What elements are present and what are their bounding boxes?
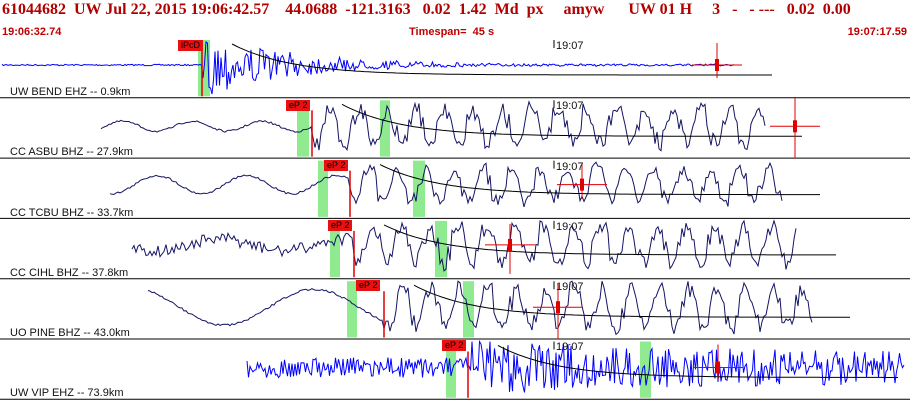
pick-flag-cihl[interactable]: eP 2 — [328, 220, 353, 231]
header-bar: 61044682 UW Jul 22, 2015 19:06:42.57 44.… — [0, 0, 910, 25]
green-window-band — [318, 160, 328, 217]
trace-label-vip: UW VIP EHZ -- 73.9km — [10, 387, 124, 399]
waveform-trace — [1, 41, 735, 95]
timespan-label: Timespan= 45 s — [409, 26, 495, 38]
green-window-band — [463, 281, 474, 338]
coda-decay-curve — [341, 103, 802, 137]
waveform-trace — [246, 339, 905, 393]
coda-end-marker — [580, 178, 584, 191]
pick-flag-tcbu[interactable]: eP 2 — [324, 160, 349, 171]
green-window-band — [347, 281, 357, 338]
time-marker-label: 19:07 — [556, 100, 584, 112]
trace-label-cihl: CC CIHL BHZ -- 37.8km — [10, 267, 129, 279]
coda-end-marker — [715, 59, 719, 71]
waveform-trace — [100, 100, 766, 152]
green-window-band — [413, 160, 425, 217]
coda-decay-curve — [379, 164, 820, 196]
window-end-time: 19:07:17.59 — [847, 26, 907, 38]
trace-label-pine: UO PINE BHZ -- 43.0km — [10, 327, 130, 339]
green-window-band — [446, 341, 456, 398]
time-marker-label: 19:07 — [556, 40, 584, 52]
trace-label-asbu: CC ASBU BHZ -- 27.9km — [10, 146, 133, 158]
seismogram-traces[interactable] — [0, 38, 910, 400]
time-marker-label: 19:07 — [556, 221, 584, 233]
green-window-band — [435, 220, 447, 278]
coda-end-marker — [508, 238, 512, 251]
pick-flag-pine[interactable]: eP 2 — [356, 280, 381, 291]
pick-flag-bend[interactable]: iPcD — [178, 40, 204, 51]
time-marker-label: 19:07 — [556, 161, 584, 173]
green-window-band — [297, 100, 309, 157]
time-marker-label: 19:07 — [556, 281, 584, 293]
green-window-band — [330, 220, 340, 278]
event-summary-title: 61044682 UW Jul 22, 2015 19:06:42.57 44.… — [2, 1, 851, 18]
coda-decay-curve — [413, 284, 850, 318]
coda-end-marker — [793, 120, 797, 133]
pick-flag-asbu[interactable]: eP 2 — [286, 100, 311, 111]
green-window-band — [640, 341, 651, 398]
waveform-trace — [147, 280, 813, 336]
window-start-time: 19:06:32.74 — [2, 26, 62, 38]
trace-label-tcbu: CC TCBU BHZ -- 33.7km — [10, 207, 134, 219]
coda-end-marker — [556, 301, 560, 314]
coda-decay-curve — [231, 43, 772, 76]
coda-end-marker — [716, 361, 720, 374]
seismogram-panel[interactable]: UW BEND EHZ -- 0.9km CC ASBU BHZ -- 27.9… — [0, 38, 910, 400]
waveform-trace — [131, 219, 797, 272]
trace-label-bend: UW BEND EHZ -- 0.9km — [10, 86, 131, 98]
time-marker-label: 19:07 — [556, 341, 584, 353]
green-window-band — [380, 100, 390, 157]
coda-decay-curve — [497, 345, 898, 378]
pick-flag-vip[interactable]: eP 2 — [442, 340, 467, 351]
coda-decay-curve — [383, 224, 836, 256]
